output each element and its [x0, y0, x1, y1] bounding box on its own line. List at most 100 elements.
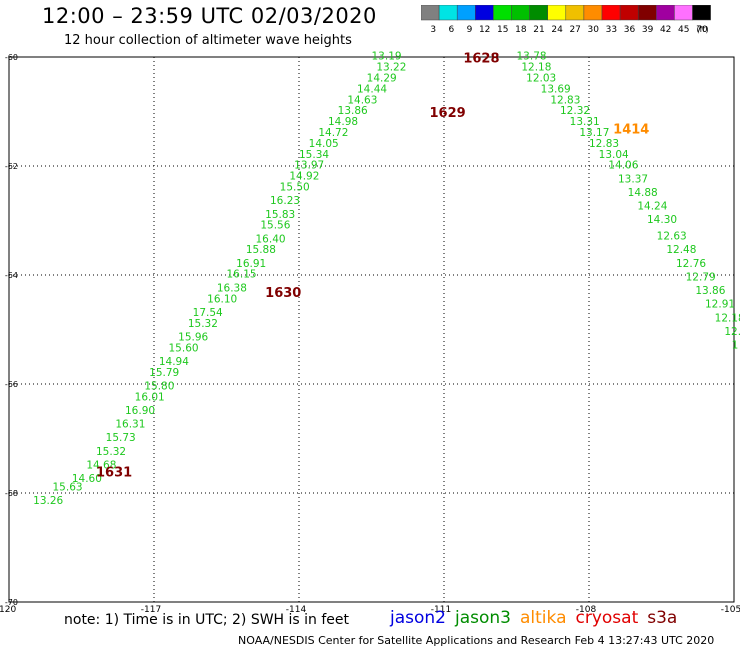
wave-height-value: 13.69 [541, 83, 571, 95]
wave-height-value: 16.15 [227, 269, 257, 281]
legend-label: 45 [678, 25, 689, 35]
wave-height-value: 15.63 [53, 481, 83, 493]
wave-height-value: 12.91 [705, 299, 735, 311]
wave-height-value: 14.60 [72, 473, 102, 485]
legend-label: 9 [467, 25, 473, 35]
wave-height-value: 13.19 [372, 51, 402, 63]
legend-label: 42 [660, 25, 671, 35]
wave-height-value: 17.54 [193, 307, 223, 319]
wave-height-value: 13.22 [376, 62, 406, 74]
wave-height-value: 15.88 [246, 244, 276, 256]
wave-height-value: 16.90 [125, 405, 155, 417]
legend-label: 21 [533, 25, 544, 35]
wave-height-value: 14.05 [309, 138, 339, 150]
lat-tick-label: -68 [5, 489, 18, 498]
wave-height-value: 14.30 [647, 214, 677, 226]
wave-height-value: 13.04 [599, 149, 629, 161]
wave-height-value: 16.10 [207, 293, 237, 305]
legend-label: 70 [696, 25, 708, 35]
wave-height-value: 13.86 [695, 285, 725, 297]
lat-tick-label: -64 [5, 271, 18, 280]
lon-tick-label: -117 [141, 605, 161, 612]
wave-height-value: 12.03 [526, 73, 556, 85]
lat-tick-label: -62 [5, 162, 18, 171]
wave-height-value: 16.23 [270, 195, 300, 207]
wave-height-value: 15.56 [260, 220, 290, 232]
wave-height-value: 14.44 [357, 83, 387, 95]
lon-tick-label: -114 [286, 605, 307, 612]
legend-label: 33 [606, 25, 617, 35]
wave-height-value: 12.63 [657, 231, 687, 243]
wave-height-value: 12.32 [560, 105, 590, 117]
wave-height-value: 15.60 [169, 342, 199, 354]
pass-time-label: 1414 [613, 122, 649, 137]
lat-tick-label: -66 [5, 380, 18, 389]
lon-tick-label: -111 [431, 605, 451, 612]
wave-height-value: 13.26 [33, 495, 63, 507]
wave-height-value: 12.18 [715, 312, 740, 324]
wave-height-value: 12.76 [676, 258, 706, 270]
wave-height-value: 12.48 [666, 244, 696, 256]
wave-height-value: 14.06 [608, 160, 638, 172]
wave-height-value: 12.1 [724, 326, 740, 338]
wave-height-value: 15.32 [188, 318, 218, 330]
wave-height-value: 15.32 [96, 446, 126, 458]
wave-height-value: 14.72 [318, 127, 348, 139]
satellite-jason2: jason2 [390, 608, 446, 628]
legend-label: 12 [479, 25, 490, 35]
legend-label: 30 [588, 25, 600, 35]
wave-height-value: 13.86 [338, 105, 368, 117]
wave-height-value: 14.92 [289, 171, 319, 183]
pass-time-label: 1631 [96, 466, 132, 481]
pass-time-label: 1630 [265, 286, 301, 301]
page-subtitle: 12 hour collection of altimeter wave hei… [64, 33, 352, 48]
legend-label: 6 [448, 25, 454, 35]
wave-height-value: 1 [732, 340, 739, 352]
legend-label: 18 [515, 25, 527, 35]
wave-height-value: 14.24 [637, 201, 667, 213]
satellite-jason3: jason3 [455, 608, 511, 628]
wave-height-value: 14.88 [628, 187, 658, 199]
wave-height-value: 15.96 [178, 331, 208, 343]
legend-label: 24 [551, 25, 563, 35]
wave-height-value: 16.91 [236, 258, 266, 270]
wave-height-value: 13.37 [618, 173, 648, 185]
legend-unit: (ft) [697, 25, 709, 34]
wave-height-value: 15.83 [265, 209, 295, 221]
legend-swatch [692, 5, 711, 21]
wave-height-value: 15.80 [144, 380, 174, 392]
satellite-legend: jason2 jason3 altika cryosat s3a [390, 608, 686, 628]
wave-height-value: 12.79 [686, 271, 716, 283]
wave-height-value: 15.79 [149, 367, 179, 379]
legend-label: 39 [642, 25, 654, 35]
wave-height-value: 14.94 [159, 356, 189, 368]
wave-height-value: 16.31 [115, 419, 145, 431]
wave-height-value: 12.83 [589, 138, 619, 150]
lon-tick-label: -120 [0, 605, 16, 612]
wave-height-value: 13.31 [570, 116, 600, 128]
wave-height-value: 16.40 [256, 233, 286, 245]
legend-label: 15 [497, 25, 508, 35]
lon-tick-label: -105 [721, 605, 740, 612]
wave-height-value: 13.97 [294, 160, 324, 172]
wave-height-value: 15.73 [106, 432, 136, 444]
credit-line: NOAA/NESDIS Center for Satellite Applica… [238, 634, 715, 647]
wave-height-value: 13.17 [579, 127, 609, 139]
satellite-cryosat: cryosat [575, 608, 639, 628]
satellite-altika: altika [520, 608, 567, 628]
legend-label: 3 [430, 25, 436, 35]
legend-label: 36 [624, 25, 636, 35]
wave-height-value: 14.68 [86, 459, 116, 471]
wave-height-value: 14.63 [347, 94, 377, 106]
pass-time-label: 1628 [463, 51, 499, 66]
legend-label: 27 [569, 25, 580, 35]
wave-height-value: 15.34 [299, 149, 329, 161]
lon-tick-label: -108 [576, 605, 597, 612]
wave-height-value: 16.01 [135, 391, 165, 403]
wave-height-value: 14.29 [367, 73, 397, 85]
wave-height-value: 14.98 [328, 116, 358, 128]
wave-height-value: 12.18 [521, 62, 551, 74]
wave-height-value: 16.38 [217, 282, 247, 294]
wave-height-value: 12.83 [550, 94, 580, 106]
wave-height-value: 15.50 [280, 182, 310, 194]
